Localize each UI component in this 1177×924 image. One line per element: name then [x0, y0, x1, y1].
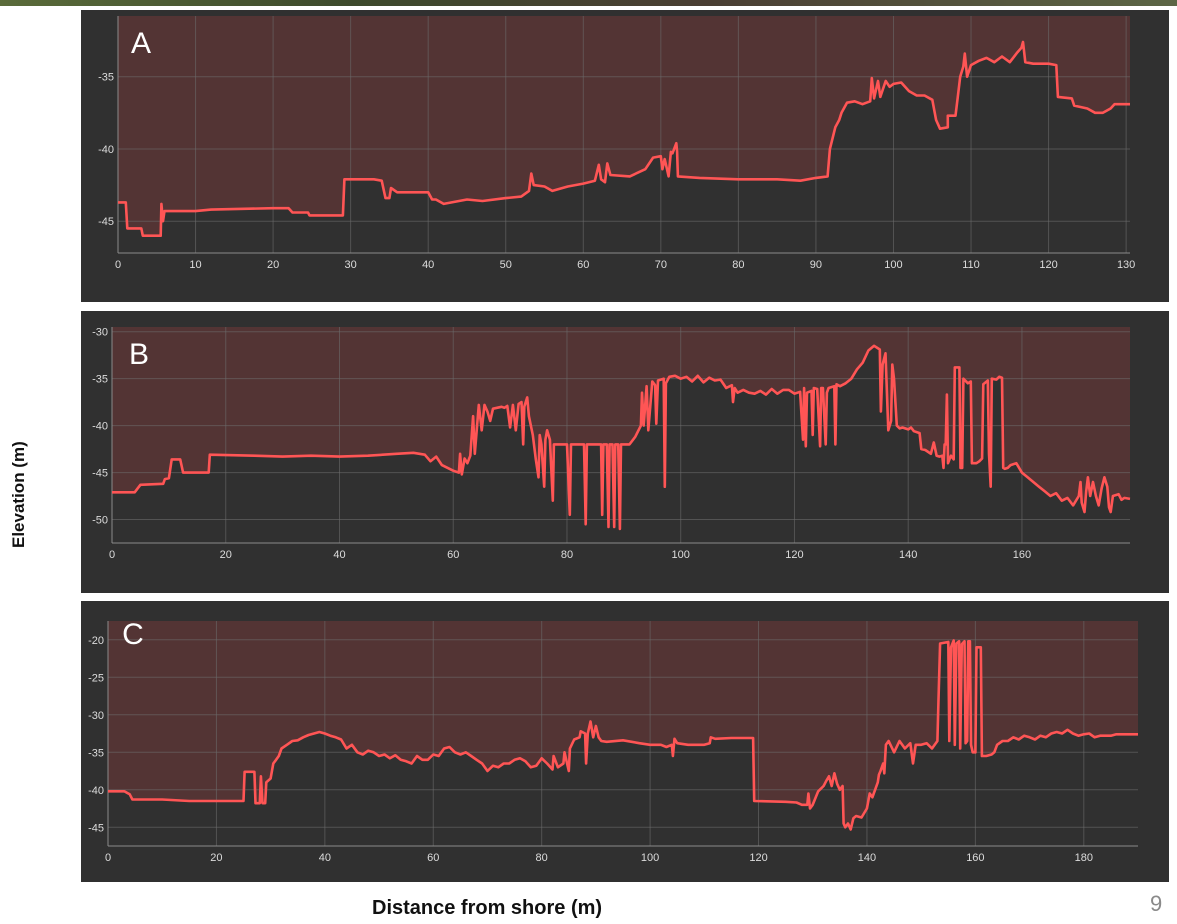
- chart-a-x-tick-label: 30: [345, 259, 357, 271]
- chart-b-x-tick-label: 120: [785, 549, 803, 561]
- chart-a-x-tick-label: 130: [1117, 259, 1135, 271]
- x-axis-title: Distance from shore (m): [372, 897, 603, 919]
- chart-a-under-area: [118, 42, 1130, 253]
- chart-b-y-tick-label: -30: [92, 327, 108, 339]
- chart-a-x-tick-label: 90: [810, 259, 822, 271]
- chart-a-x-tick-label: 70: [655, 259, 667, 271]
- chart-c-under-area: [108, 640, 1138, 846]
- chart-a-y-tick-label: -40: [98, 144, 114, 156]
- chart-b-y-tick-label: -40: [92, 421, 108, 433]
- chart-a-title: A: [131, 27, 151, 60]
- chart-c-y-tick-label: -35: [88, 747, 104, 759]
- chart-b-x-tick-label: 0: [109, 549, 115, 561]
- chart-c-x-tick-label: 100: [641, 852, 659, 864]
- chart-b-x-tick-label: 20: [220, 549, 232, 561]
- chart-a-x-tick-label: 50: [500, 259, 512, 271]
- chart-a-x-tick-label: 0: [115, 259, 121, 271]
- chart-a-x-tick-label: 80: [732, 259, 744, 271]
- chart-c-series-line: [108, 639, 1138, 831]
- chart-a-series-line: [118, 40, 1130, 237]
- chart-a-svg: 0 10 20 30 40 50 60 70 80 90 100 110 120 130 -45 -40 -35…: [98, 16, 1135, 271]
- chart-c-x-tick-label: 80: [536, 852, 548, 864]
- chart-c-x-tick-label: 140: [858, 852, 876, 864]
- chart-b-x-tick-label: 100: [672, 549, 690, 561]
- chart-a-x-tick-label: 60: [577, 259, 589, 271]
- chart-a-x-tick-label: 120: [1039, 259, 1057, 271]
- chart-c-title: C: [122, 618, 144, 651]
- chart-b-svg: 0 20 40 60 80 100 120 140 160 -50 -45 -40 -35 -30 B: [92, 327, 1131, 561]
- chart-c-y-tick-label: -25: [88, 672, 104, 684]
- chart-c-y-tick-label: -30: [88, 710, 104, 722]
- chart-c-x-tick-label: 120: [749, 852, 767, 864]
- chart-b-series-line: [112, 344, 1131, 531]
- y-axis-title: Elevation (m): [9, 441, 28, 548]
- chart-c-x-tick-label: 40: [319, 852, 331, 864]
- chart-c-x-tick-label: 0: [105, 852, 111, 864]
- chart-c-y-tick-label: -45: [88, 822, 104, 834]
- chart-a-x-tick-label: 20: [267, 259, 279, 271]
- chart-b-x-tick-label: 160: [1013, 549, 1031, 561]
- chart-c-y-tick-label: -40: [88, 785, 104, 797]
- top-image-strip: [0, 0, 1177, 6]
- chart-c-y-tick-label: -20: [88, 635, 104, 647]
- chart-a-x-tick-label: 100: [884, 259, 902, 271]
- chart-b-y-tick-label: -35: [92, 374, 108, 386]
- chart-b-y-tick-label: -45: [92, 468, 108, 480]
- chart-b-x-tick-label: 140: [899, 549, 917, 561]
- chart-b-title: B: [129, 338, 149, 371]
- chart-b-x-tick-label: 40: [333, 549, 345, 561]
- chart-b-x-tick-label: 60: [447, 549, 459, 561]
- page-number: 9: [1150, 891, 1163, 916]
- chart-a-y-tick-label: -45: [98, 216, 114, 228]
- chart-a-x-tick-label: 10: [189, 259, 201, 271]
- chart-a-x-tick-label: 40: [422, 259, 434, 271]
- chart-b-y-tick-label: -50: [92, 515, 108, 527]
- chart-c-x-tick-label: 60: [427, 852, 439, 864]
- chart-b-x-tick-label: 80: [561, 549, 573, 561]
- chart-c-x-tick-label: 20: [210, 852, 222, 864]
- chart-a-x-tick-label: 110: [962, 259, 980, 271]
- chart-panel-a: 0 10 20 30 40 50 60 70 80 90 100 110 120 130 -45 -40 -35…: [81, 10, 1169, 302]
- chart-c-x-tick-label: 160: [966, 852, 984, 864]
- chart-panel-b: 0 20 40 60 80 100 120 140 160 -50 -45 -40 -35 -30 B: [81, 311, 1169, 593]
- chart-a-y-tick-label: -35: [98, 72, 114, 84]
- chart-panel-c: 0 20 40 60 80 100 120 140 160 180 -45 -40 -35 -30 -25 -…: [81, 601, 1169, 882]
- chart-c-x-tick-label: 180: [1075, 852, 1093, 864]
- chart-c-svg: 0 20 40 60 80 100 120 140 160 180 -45 -40 -35 -30 -25 -…: [88, 618, 1138, 864]
